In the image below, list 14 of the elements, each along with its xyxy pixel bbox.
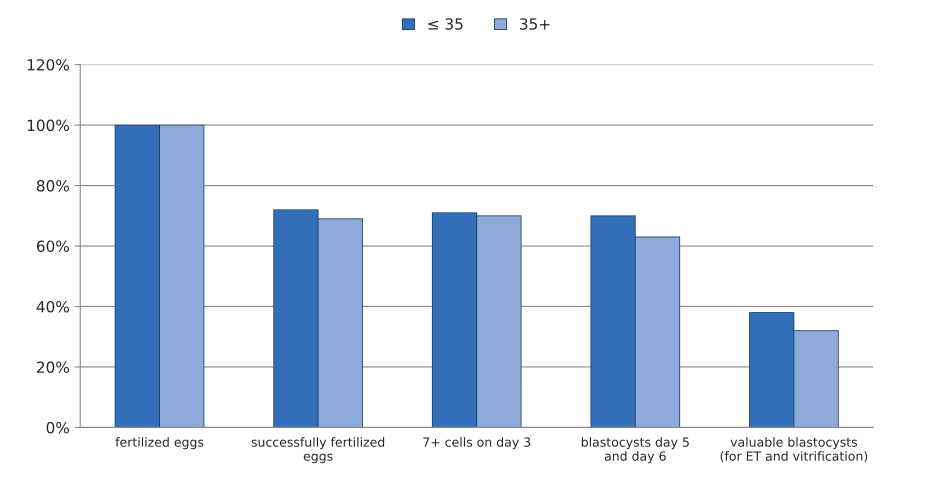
y-tick-label: 60% xyxy=(36,240,69,252)
x-tick-label: valuable blastocysts (for ET and vitrification) xyxy=(720,437,868,462)
legend-label: ≤ 35 xyxy=(428,18,463,30)
y-tick-label: 0% xyxy=(46,422,69,434)
x-tick-label: blastocysts day 5 and day 6 xyxy=(582,437,689,464)
y-tick-label: 80% xyxy=(36,180,69,192)
y-tick-label: 120% xyxy=(28,59,69,71)
x-tick-label: 7+ cells on day 3 xyxy=(423,437,530,450)
x-tick-label: fertilized eggs xyxy=(115,437,204,450)
y-tick-label: 40% xyxy=(36,300,69,313)
y-tick-label: 20% xyxy=(36,361,69,373)
x-tick-label: successfully fertilized eggs xyxy=(252,437,384,464)
y-tick-label: 100% xyxy=(28,120,69,132)
legend-label: 35+ xyxy=(520,18,550,30)
